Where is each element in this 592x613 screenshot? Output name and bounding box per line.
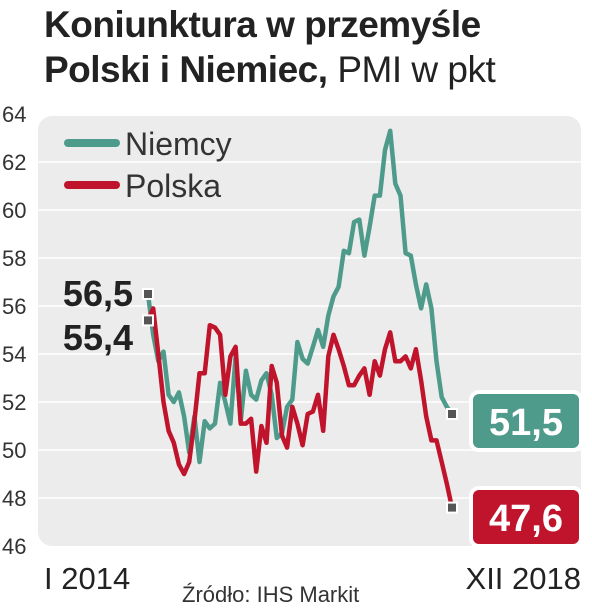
x-label-end: XII 2018 (466, 561, 581, 596)
source-note: Źródło: IHS Markit (182, 582, 359, 607)
end-label-niemcy: 51,5 (489, 402, 563, 444)
title-unit: PMI w pkt (337, 49, 496, 90)
endpoint-marker (446, 501, 458, 514)
legend-niemcy-label: Niemcy (125, 126, 232, 162)
y-axis-ticks: 64 62 60 58 56 54 52 50 48 46 (2, 102, 26, 559)
endpoint-markers (142, 288, 458, 514)
series-lines (145, 128, 455, 510)
y-tick-label: 52 (2, 390, 26, 415)
end-label-polska: 47,6 (489, 498, 563, 540)
end-badge-polska (469, 486, 583, 548)
endpoint-marker (446, 408, 458, 420)
endpoint-marker (142, 288, 154, 300)
start-label-niemcy: 56,5 (63, 273, 133, 314)
series-line-niemcy (145, 128, 455, 465)
y-tick-label: 56 (2, 294, 26, 319)
y-tick-label: 58 (2, 246, 26, 271)
legend-polska-label: Polska (125, 168, 221, 204)
chart-title: Koniunktura w przemyśle Polski i Niemiec… (44, 2, 496, 92)
y-tick-label: 62 (2, 150, 26, 175)
endpoint-marker (142, 314, 154, 327)
end-badge-niemcy (469, 390, 583, 452)
y-tick-label: 50 (2, 438, 26, 463)
x-label-start: I 2014 (44, 561, 130, 596)
title-line-1: Koniunktura w przemyśle (44, 4, 481, 45)
y-tick-label: 46 (2, 534, 26, 559)
series-line-polska (145, 306, 455, 510)
y-tick-label: 48 (2, 486, 26, 511)
y-tick-label: 64 (2, 102, 26, 127)
title-bold-2: Polski i Niemiec, (44, 49, 328, 90)
y-tick-label: 54 (2, 342, 26, 367)
title-line-2: Polski i Niemiec, PMI w pkt (44, 47, 496, 92)
legend: Niemcy Polska (64, 126, 232, 204)
y-tick-label: 60 (2, 198, 26, 223)
start-label-polska: 55,4 (63, 317, 133, 358)
